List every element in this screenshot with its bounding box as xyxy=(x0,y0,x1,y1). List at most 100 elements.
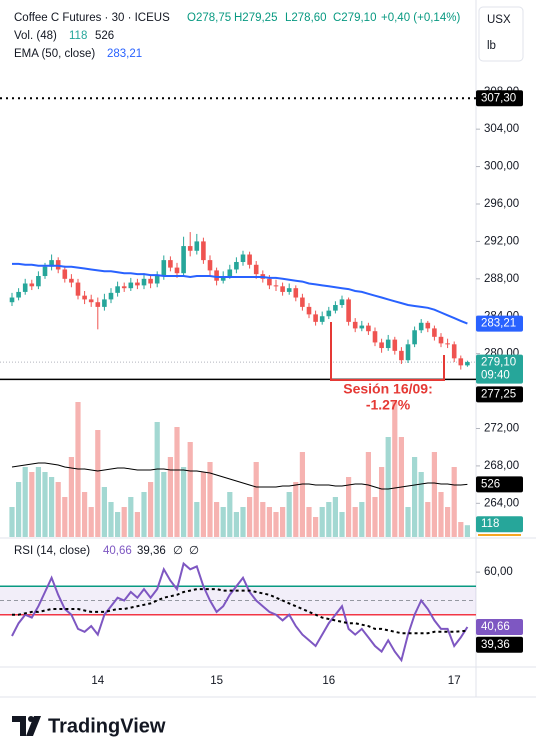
candle-body xyxy=(240,254,246,262)
volume-bar xyxy=(438,492,444,537)
candle-body xyxy=(313,314,318,322)
candle-body xyxy=(227,269,233,277)
rsi-line xyxy=(11,561,469,663)
candle-body xyxy=(438,336,444,344)
annotation-text: Sesión 16/09: xyxy=(343,381,433,397)
candle-body xyxy=(273,285,279,287)
candle-body xyxy=(16,291,21,298)
volume-bar xyxy=(313,517,319,537)
volume-bar xyxy=(260,502,266,537)
candle-body xyxy=(88,299,94,303)
candle-body xyxy=(102,299,107,307)
volume-bar xyxy=(42,472,48,537)
rsi-extra: ∅ xyxy=(173,545,183,557)
volume-bar xyxy=(339,512,345,537)
volume-bar xyxy=(82,492,88,537)
y-tick-label: 304,00 xyxy=(484,123,519,135)
volume-bar xyxy=(214,502,220,537)
volume-bar xyxy=(194,502,200,537)
candle-body xyxy=(392,339,398,351)
volume-bar xyxy=(458,522,464,537)
volume-bar xyxy=(464,525,470,537)
candle-body xyxy=(148,278,153,284)
measure-annotation: Sesión 16/09: -1.27% xyxy=(330,322,445,413)
candle-body xyxy=(300,297,305,307)
volume-bar xyxy=(253,462,259,537)
last-price-label-bg xyxy=(476,354,523,384)
volume-bar xyxy=(431,452,437,537)
x-tick-label: 17 xyxy=(448,675,461,687)
annotation-text: -1.27% xyxy=(366,397,411,413)
candle-body xyxy=(359,325,365,329)
candle-body xyxy=(214,270,219,281)
candle-body xyxy=(22,283,28,292)
volume-ma-value: 526 xyxy=(95,30,114,42)
candle-body xyxy=(286,288,292,292)
candle-body xyxy=(95,302,101,307)
candle-body xyxy=(9,297,15,303)
candle-body xyxy=(293,288,299,298)
y-tick-label: 292,00 xyxy=(484,235,519,247)
candle-body xyxy=(42,266,48,277)
candle-body xyxy=(49,260,54,267)
volume-bar xyxy=(266,507,272,537)
volume-bar xyxy=(392,402,398,537)
volume-bar xyxy=(306,507,312,537)
candle-body xyxy=(201,241,206,261)
x-tick-label: 16 xyxy=(322,675,335,687)
volume-bar xyxy=(134,512,140,537)
volume-label-bg xyxy=(476,516,523,533)
candle-body xyxy=(385,339,391,349)
volume-title: Vol. (48) xyxy=(14,30,57,42)
volume-bar xyxy=(115,512,121,537)
volume-bar xyxy=(35,467,41,537)
ema-line xyxy=(12,262,468,325)
volume-ma-label-bg xyxy=(476,476,523,493)
ohlc-low: L278,60 xyxy=(285,12,327,24)
volume-bar xyxy=(372,497,378,537)
y-tick-label: 300,00 xyxy=(484,161,519,173)
volume-bar xyxy=(141,492,147,537)
volume-bar xyxy=(68,457,74,537)
volume-bar xyxy=(332,497,338,537)
volume-bar xyxy=(88,507,94,537)
candle-body xyxy=(339,299,345,306)
candle-body xyxy=(412,330,417,345)
last-price-label: 279,10 xyxy=(481,357,516,369)
volume-bar xyxy=(55,482,61,537)
volume-bar xyxy=(326,502,332,537)
candle-body xyxy=(326,310,332,317)
volume-bar xyxy=(352,507,358,537)
unit-box[interactable] xyxy=(478,6,524,62)
volume-bar xyxy=(412,457,418,537)
candle-body xyxy=(379,342,384,349)
volume-bar xyxy=(121,507,127,537)
volume-bar xyxy=(425,502,431,537)
brand-logo[interactable]: TradingView xyxy=(12,715,166,737)
volume-bar xyxy=(187,442,193,537)
rsi-ma-value: 39,36 xyxy=(137,545,166,557)
volume-bar xyxy=(49,477,55,537)
volume-bar xyxy=(154,422,160,537)
candle-body xyxy=(333,305,338,311)
last-price-label: 09:40 xyxy=(481,370,510,382)
volume-bar xyxy=(9,507,15,537)
rsi-value-label: 40,66 xyxy=(481,621,510,633)
ohlc-open: O278,75 xyxy=(187,12,231,24)
candle-body xyxy=(458,358,464,366)
volume-bar xyxy=(240,507,246,537)
ohlc-high: H279,25 xyxy=(234,12,277,24)
volume-bar xyxy=(128,497,134,537)
y-tick-label: 264,00 xyxy=(484,497,519,509)
volume-bar xyxy=(445,507,451,537)
volume-bar xyxy=(29,472,35,537)
candle-body xyxy=(432,328,437,337)
candle-body xyxy=(451,344,457,359)
candle-body xyxy=(280,286,285,292)
candle-body xyxy=(405,344,411,361)
price-line-label-bg xyxy=(476,90,523,107)
volume-bar xyxy=(299,452,305,537)
volume-bar xyxy=(286,492,292,537)
